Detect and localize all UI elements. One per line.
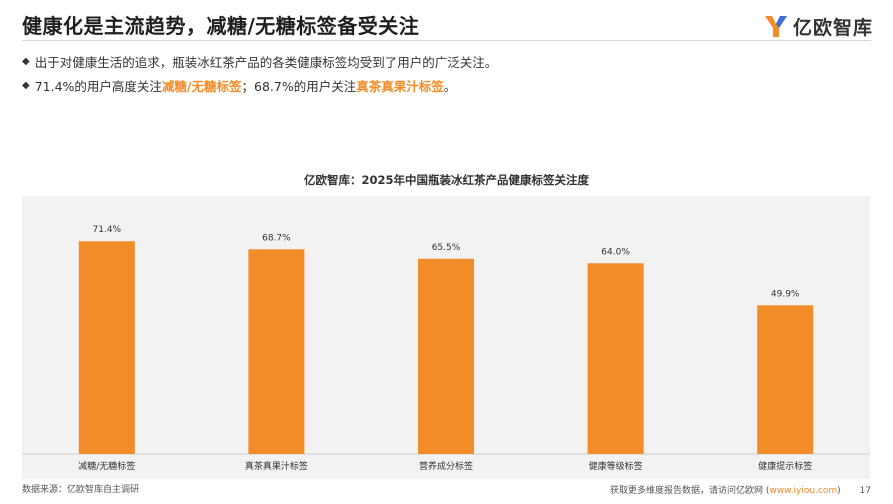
category-label-4: 健康提示标签	[758, 460, 812, 472]
footer-cta-text: 获取更多维度报告数据，请访问亿欧网 (	[610, 486, 770, 496]
bullet-item: ◆ 71.4%的用户高度关注 减糖/无糖标签 ；68.7%的用户关注 真茶真果汁标签。	[22, 76, 497, 95]
category-label-3: 健康等级标签	[589, 460, 643, 472]
bullet-item: ◆ 出于对健康生活的追求，瓶装冰红茶产品的各类健康标签均受到了用户的广泛关注。	[22, 52, 497, 71]
footer-cta: 获取更多维度报告数据，请访问亿欧网 (www.iyiou.com) 17	[610, 483, 871, 496]
data-label-4: 49.9%	[771, 289, 800, 299]
data-source: 数据来源：亿欧智库自主调研	[22, 485, 140, 495]
bar-3	[587, 263, 644, 454]
highlight-real-tea-juice: 真茶真果汁标签	[356, 79, 444, 94]
bar-2	[418, 258, 474, 454]
bar-4	[757, 305, 814, 454]
page-title: 健康化是主流趋势，减糖/无糖标签备受关注	[22, 14, 420, 38]
bullet-text-post: 。	[443, 79, 457, 94]
category-label-0: 减糖/无糖标签	[78, 460, 135, 472]
logo: 亿欧智库	[763, 10, 873, 42]
bullet-list: ◆ 出于对健康生活的追求，瓶装冰红茶产品的各类健康标签均受到了用户的广泛关注。 …	[22, 52, 497, 100]
footer-cta-close: )	[837, 486, 841, 496]
data-label-2: 65.5%	[432, 243, 461, 253]
category-label-1: 真茶真果汁标签	[245, 460, 308, 472]
bar-0	[78, 241, 135, 454]
logo-icon	[764, 16, 787, 37]
bullet-text-mid: ；68.7%的用户关注	[241, 79, 357, 94]
diamond-bullet-icon: ◆	[22, 56, 30, 67]
header-divider	[22, 40, 871, 41]
bullet-text-pre: 71.4%的用户高度关注	[34, 79, 162, 94]
data-label-0: 71.4%	[93, 225, 122, 235]
bullet-text: 出于对健康生活的追求，瓶装冰红茶产品的各类健康标签均受到了用户的广泛关注。	[34, 55, 498, 70]
bar-chart: 71.4% 减糖/无糖标签 68.7% 真茶真果汁标签 65.5% 营养成分标签 64.0%…	[22, 225, 870, 472]
highlight-reduced-sugar: 减糖/无糖标签	[161, 79, 242, 94]
data-label-3: 64.0%	[601, 247, 630, 257]
data-label-1: 68.7%	[262, 233, 291, 243]
bar-1	[248, 249, 305, 454]
page-number: 17	[859, 486, 871, 496]
chart-title: 亿欧智库：2025年中国瓶装冰红茶产品健康标签关注度	[303, 173, 589, 187]
logo-text: 亿欧智库	[792, 16, 873, 39]
diamond-bullet-icon: ◆	[22, 80, 30, 91]
category-label-2: 营养成分标签	[419, 460, 473, 472]
website-link[interactable]: www.iyiou.com	[769, 486, 838, 496]
